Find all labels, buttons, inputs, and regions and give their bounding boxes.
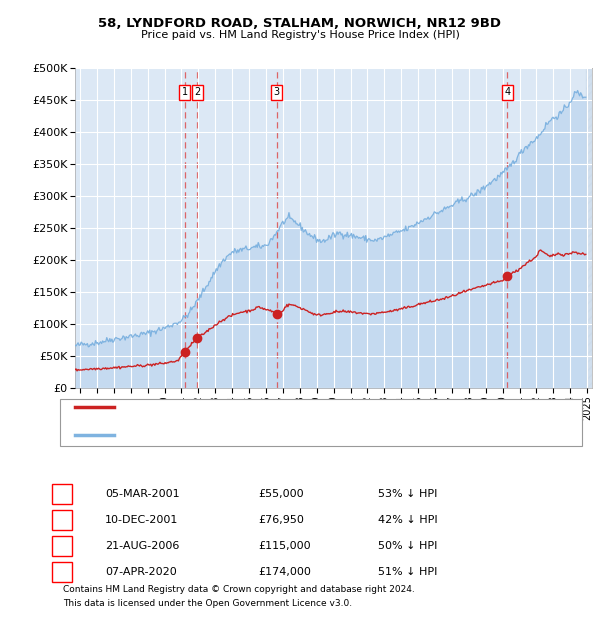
Text: 3: 3: [59, 541, 67, 551]
Text: 58, LYNDFORD ROAD, STALHAM, NORWICH, NR12 9BD (detached house): 58, LYNDFORD ROAD, STALHAM, NORWICH, NR1…: [118, 402, 495, 412]
Text: 50% ↓ HPI: 50% ↓ HPI: [378, 541, 437, 551]
Text: 51% ↓ HPI: 51% ↓ HPI: [378, 567, 437, 577]
Text: Contains HM Land Registry data © Crown copyright and database right 2024.: Contains HM Land Registry data © Crown c…: [63, 585, 415, 594]
Text: Price paid vs. HM Land Registry's House Price Index (HPI): Price paid vs. HM Land Registry's House …: [140, 30, 460, 40]
Text: 1: 1: [181, 87, 188, 97]
Text: 58, LYNDFORD ROAD, STALHAM, NORWICH, NR12 9BD: 58, LYNDFORD ROAD, STALHAM, NORWICH, NR1…: [98, 17, 502, 30]
Text: 4: 4: [504, 87, 510, 97]
Text: 07-APR-2020: 07-APR-2020: [105, 567, 177, 577]
Text: 1: 1: [59, 489, 67, 499]
Text: 3: 3: [274, 87, 280, 97]
Text: £55,000: £55,000: [258, 489, 304, 499]
Text: 2: 2: [194, 87, 200, 97]
Text: £76,950: £76,950: [258, 515, 304, 525]
Text: £115,000: £115,000: [258, 541, 311, 551]
Text: 2: 2: [59, 515, 67, 525]
Text: £174,000: £174,000: [258, 567, 311, 577]
Text: 10-DEC-2001: 10-DEC-2001: [105, 515, 178, 525]
Bar: [586, 68, 592, 388]
Text: 4: 4: [59, 567, 67, 577]
Text: 05-MAR-2001: 05-MAR-2001: [105, 489, 179, 499]
Text: This data is licensed under the Open Government Licence v3.0.: This data is licensed under the Open Gov…: [63, 598, 352, 608]
Text: 21-AUG-2006: 21-AUG-2006: [105, 541, 179, 551]
Text: 53% ↓ HPI: 53% ↓ HPI: [378, 489, 437, 499]
Text: 42% ↓ HPI: 42% ↓ HPI: [378, 515, 437, 525]
Text: HPI: Average price, detached house, North Norfolk: HPI: Average price, detached house, Nort…: [118, 430, 382, 440]
